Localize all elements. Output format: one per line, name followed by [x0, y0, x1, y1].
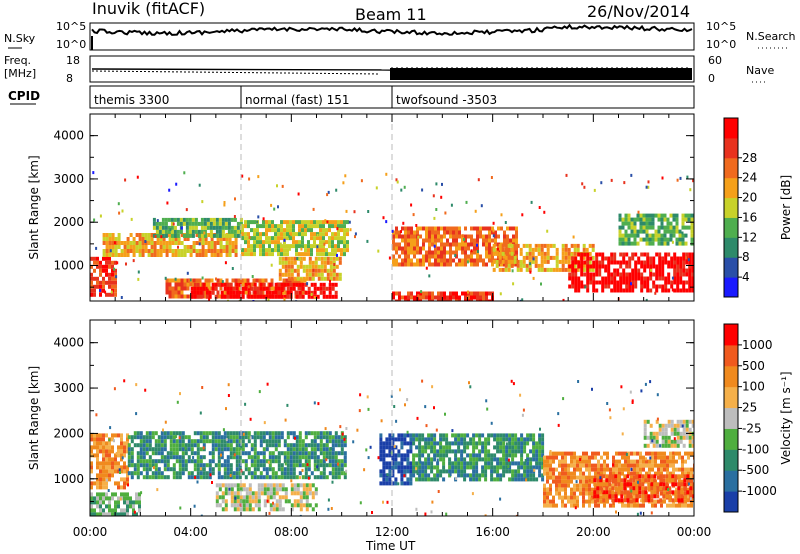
colorbar-tick-label: 16	[742, 210, 757, 224]
heatmap-region	[90, 256, 117, 297]
date-title: 26/Nov/2014	[587, 2, 690, 21]
y-tick-label: 4000	[53, 336, 84, 350]
nsearch-label: N.Search	[746, 30, 796, 43]
y-tick-label: 1000	[53, 472, 84, 486]
freq-left-tick-top: 18	[66, 54, 80, 67]
power-panel: 1000 2000 3000 4000 Slant Range [km] 4 8 12 16 20…	[27, 113, 793, 302]
colorbar-tick-label: 28	[742, 151, 757, 165]
y-tick-label: 1000	[53, 259, 84, 273]
colorbar-tick-label: 24	[742, 171, 757, 185]
colorbar-tick-label: 20	[742, 191, 757, 205]
colorbar-tick-label: 500	[742, 359, 765, 373]
colorbar-tick-label: 100	[742, 380, 765, 394]
heatmap-field	[90, 171, 694, 301]
y-tick-label: 2000	[53, 215, 84, 229]
noise-right-tick-top: 10^5	[706, 20, 736, 33]
noise-strip: N.Sky 10^5 10^0 10^5 10^0 N.Search	[4, 20, 796, 51]
nave-label: Nave	[746, 64, 774, 77]
cpid-segment-label: twofsound -3503	[396, 93, 497, 107]
cpid-strip: CPID themis 3300 normal (fast) 151 twofsou…	[8, 85, 695, 109]
y-tick-label: 3000	[53, 172, 84, 186]
heatmap-region	[241, 220, 349, 257]
heatmap-region	[392, 291, 494, 301]
y-tick-label: 3000	[53, 381, 84, 395]
cpid-segment-label: normal (fast) 151	[245, 93, 349, 107]
freq-right-tick-bottom: 0	[708, 72, 715, 85]
heatmap-region	[412, 433, 545, 482]
colorbar-tick-label: 25	[742, 401, 757, 415]
x-axis-label: Time UT	[365, 539, 416, 553]
x-tick-label: 20:00	[576, 525, 611, 539]
colorbar-tick-label: 8	[742, 250, 750, 264]
noise-left-tick-bottom: 10^0	[56, 38, 86, 51]
y-tick-label: 4000	[53, 129, 84, 143]
heatmap-region	[190, 282, 338, 299]
colorbar-tick-label: -25	[742, 421, 762, 435]
heatmap-region	[215, 483, 318, 512]
y-axis-label: Slant Range [km]	[27, 366, 41, 470]
noise-sky-trace	[91, 23, 693, 37]
time-axis: 00:00 04:00 08:00 12:00 16:00 20:00 00:00	[73, 114, 712, 539]
cpid-segment-label: themis 3300	[94, 93, 169, 107]
x-tick-label: 00:00	[73, 525, 108, 539]
colorbar: 1000 500 100 25 -25 -100 -500 -1000 Velocity [m …	[723, 323, 793, 513]
heatmap-field	[90, 379, 694, 516]
nave-block	[390, 68, 692, 80]
freq-label-line1: Freq.	[4, 54, 31, 67]
heatmap-region	[127, 431, 347, 480]
heatmap-region	[568, 252, 694, 293]
x-tick-label: 12:00	[375, 525, 410, 539]
nsky-label: N.Sky	[4, 32, 36, 45]
noise-left-tick-top: 10^5	[56, 20, 86, 33]
x-tick-label: 04:00	[173, 525, 208, 539]
freq-label-line2: [MHz]	[4, 67, 36, 80]
colorbar-label: Power [dB]	[779, 175, 793, 240]
beam-title: Beam 11	[355, 5, 427, 24]
heatmap-region	[643, 419, 694, 448]
colorbar-label: Velocity [m s⁻¹]	[779, 371, 793, 464]
y-tick-label: 2000	[53, 426, 84, 440]
heatmap-region	[90, 433, 129, 490]
colorbar-tick-label: 12	[742, 230, 757, 244]
x-tick-label: 00:00	[677, 525, 712, 539]
heatmap-region	[152, 217, 243, 238]
colorbar-tick-label: 4	[742, 270, 750, 284]
cpid-label: CPID	[8, 89, 40, 103]
colorbar: 4 8 12 16 20 24 28 Power [dB]	[723, 117, 793, 298]
site-title: Inuvik (fitACF)	[92, 0, 205, 18]
freq-left-tick-bottom: 8	[66, 72, 73, 85]
heatmap-region	[593, 474, 694, 503]
freq-strip: Freq. [MHz] 18 8 60 0 Nave	[4, 54, 774, 85]
noise-right-tick-bottom: 10^0	[706, 38, 736, 51]
colorbar-tick-label: -500	[742, 463, 769, 477]
heatmap-region	[379, 433, 413, 486]
x-tick-label: 08:00	[274, 525, 309, 539]
x-tick-label: 16:00	[475, 525, 510, 539]
heatmap-region	[90, 492, 141, 516]
colorbar-tick-label: -1000	[742, 484, 777, 498]
freq-right-tick-top: 60	[708, 54, 722, 67]
y-axis-label: Slant Range [km]	[27, 155, 41, 259]
colorbar-tick-label: 1000	[742, 338, 773, 352]
colorbar-tick-label: -100	[742, 442, 769, 456]
heatmap-region	[618, 213, 694, 246]
